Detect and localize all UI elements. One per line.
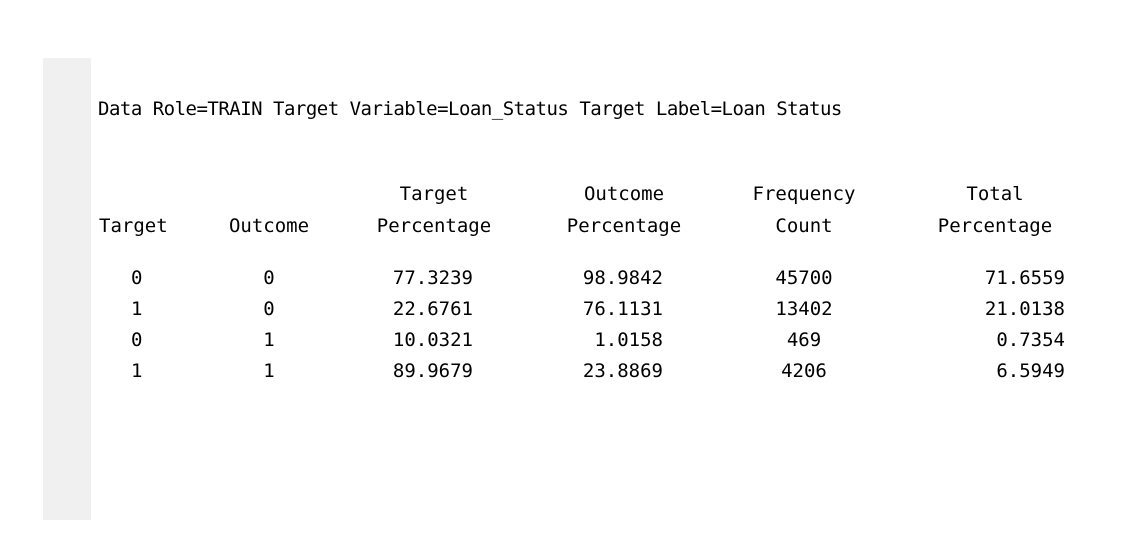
header-row-2: Target Outcome Percentage Percentage Cou…	[91, 210, 1101, 242]
left-gutter	[43, 58, 91, 520]
header-outcome-pct-line1: Outcome	[583, 183, 665, 205]
cell-target: 0	[131, 328, 143, 351]
header-target-pct-line1: Target	[399, 183, 469, 205]
table-row: 1 1 89.9679 23.8869 4206 6.5949	[91, 355, 1101, 386]
header-total-pct-line1: Total	[966, 183, 1024, 205]
header-target-line1	[91, 178, 199, 210]
cell-target-pct: 10.0321	[392, 328, 473, 351]
cell-target: 1	[131, 359, 143, 382]
cell-target: 1	[131, 297, 143, 320]
cell-outcome-pct: 23.8869	[582, 359, 663, 382]
cell-freq: 4206	[781, 359, 827, 382]
cell-target-pct: 22.6761	[392, 297, 473, 320]
cell-freq: 13402	[775, 297, 833, 320]
cell-outcome-pct: 1.0158	[594, 328, 663, 351]
cell-freq: 469	[786, 328, 822, 351]
cell-target-pct: 77.3239	[392, 266, 473, 289]
cell-total-pct: 71.6559	[984, 266, 1065, 289]
cell-total-pct: 21.0138	[984, 297, 1065, 320]
cell-outcome: 1	[263, 359, 275, 382]
header-outcome-line1	[199, 178, 339, 210]
cell-outcome: 0	[263, 297, 275, 320]
cell-total-pct: 0.7354	[996, 328, 1065, 351]
spacer-cell	[91, 242, 1101, 262]
report-title: Data Role=TRAIN Target Variable=Loan_Sta…	[98, 98, 842, 120]
table-row: 1 0 22.6761 76.1131 13402 21.0138	[91, 293, 1101, 324]
cell-outcome: 0	[263, 266, 275, 289]
header-total-pct-line2: Percentage	[937, 215, 1053, 237]
header-spacer	[91, 242, 1101, 262]
header-freq-line1: Frequency	[752, 183, 856, 205]
header-target-pct-line2: Percentage	[376, 215, 492, 237]
cell-outcome: 1	[263, 328, 275, 351]
classification-table: Target Outcome Frequency Total Target Ou…	[91, 178, 1101, 386]
header-target-line2: Target	[99, 215, 168, 237]
cell-total-pct: 6.5949	[996, 359, 1065, 382]
header-outcome-line2: Outcome	[228, 215, 310, 237]
cell-outcome-pct: 98.9842	[582, 266, 663, 289]
header-freq-line2: Count	[775, 215, 833, 237]
header-row-1: Target Outcome Frequency Total	[91, 178, 1101, 210]
cell-outcome-pct: 76.1131	[582, 297, 663, 320]
cell-target: 0	[131, 266, 143, 289]
header-outcome-pct-line2: Percentage	[566, 215, 682, 237]
table-row: 0 0 77.3239 98.9842 45700 71.6559	[91, 262, 1101, 293]
table-row: 0 1 10.0321 1.0158 469 0.7354	[91, 324, 1101, 355]
cell-target-pct: 89.9679	[392, 359, 473, 382]
cell-freq: 45700	[775, 266, 833, 289]
